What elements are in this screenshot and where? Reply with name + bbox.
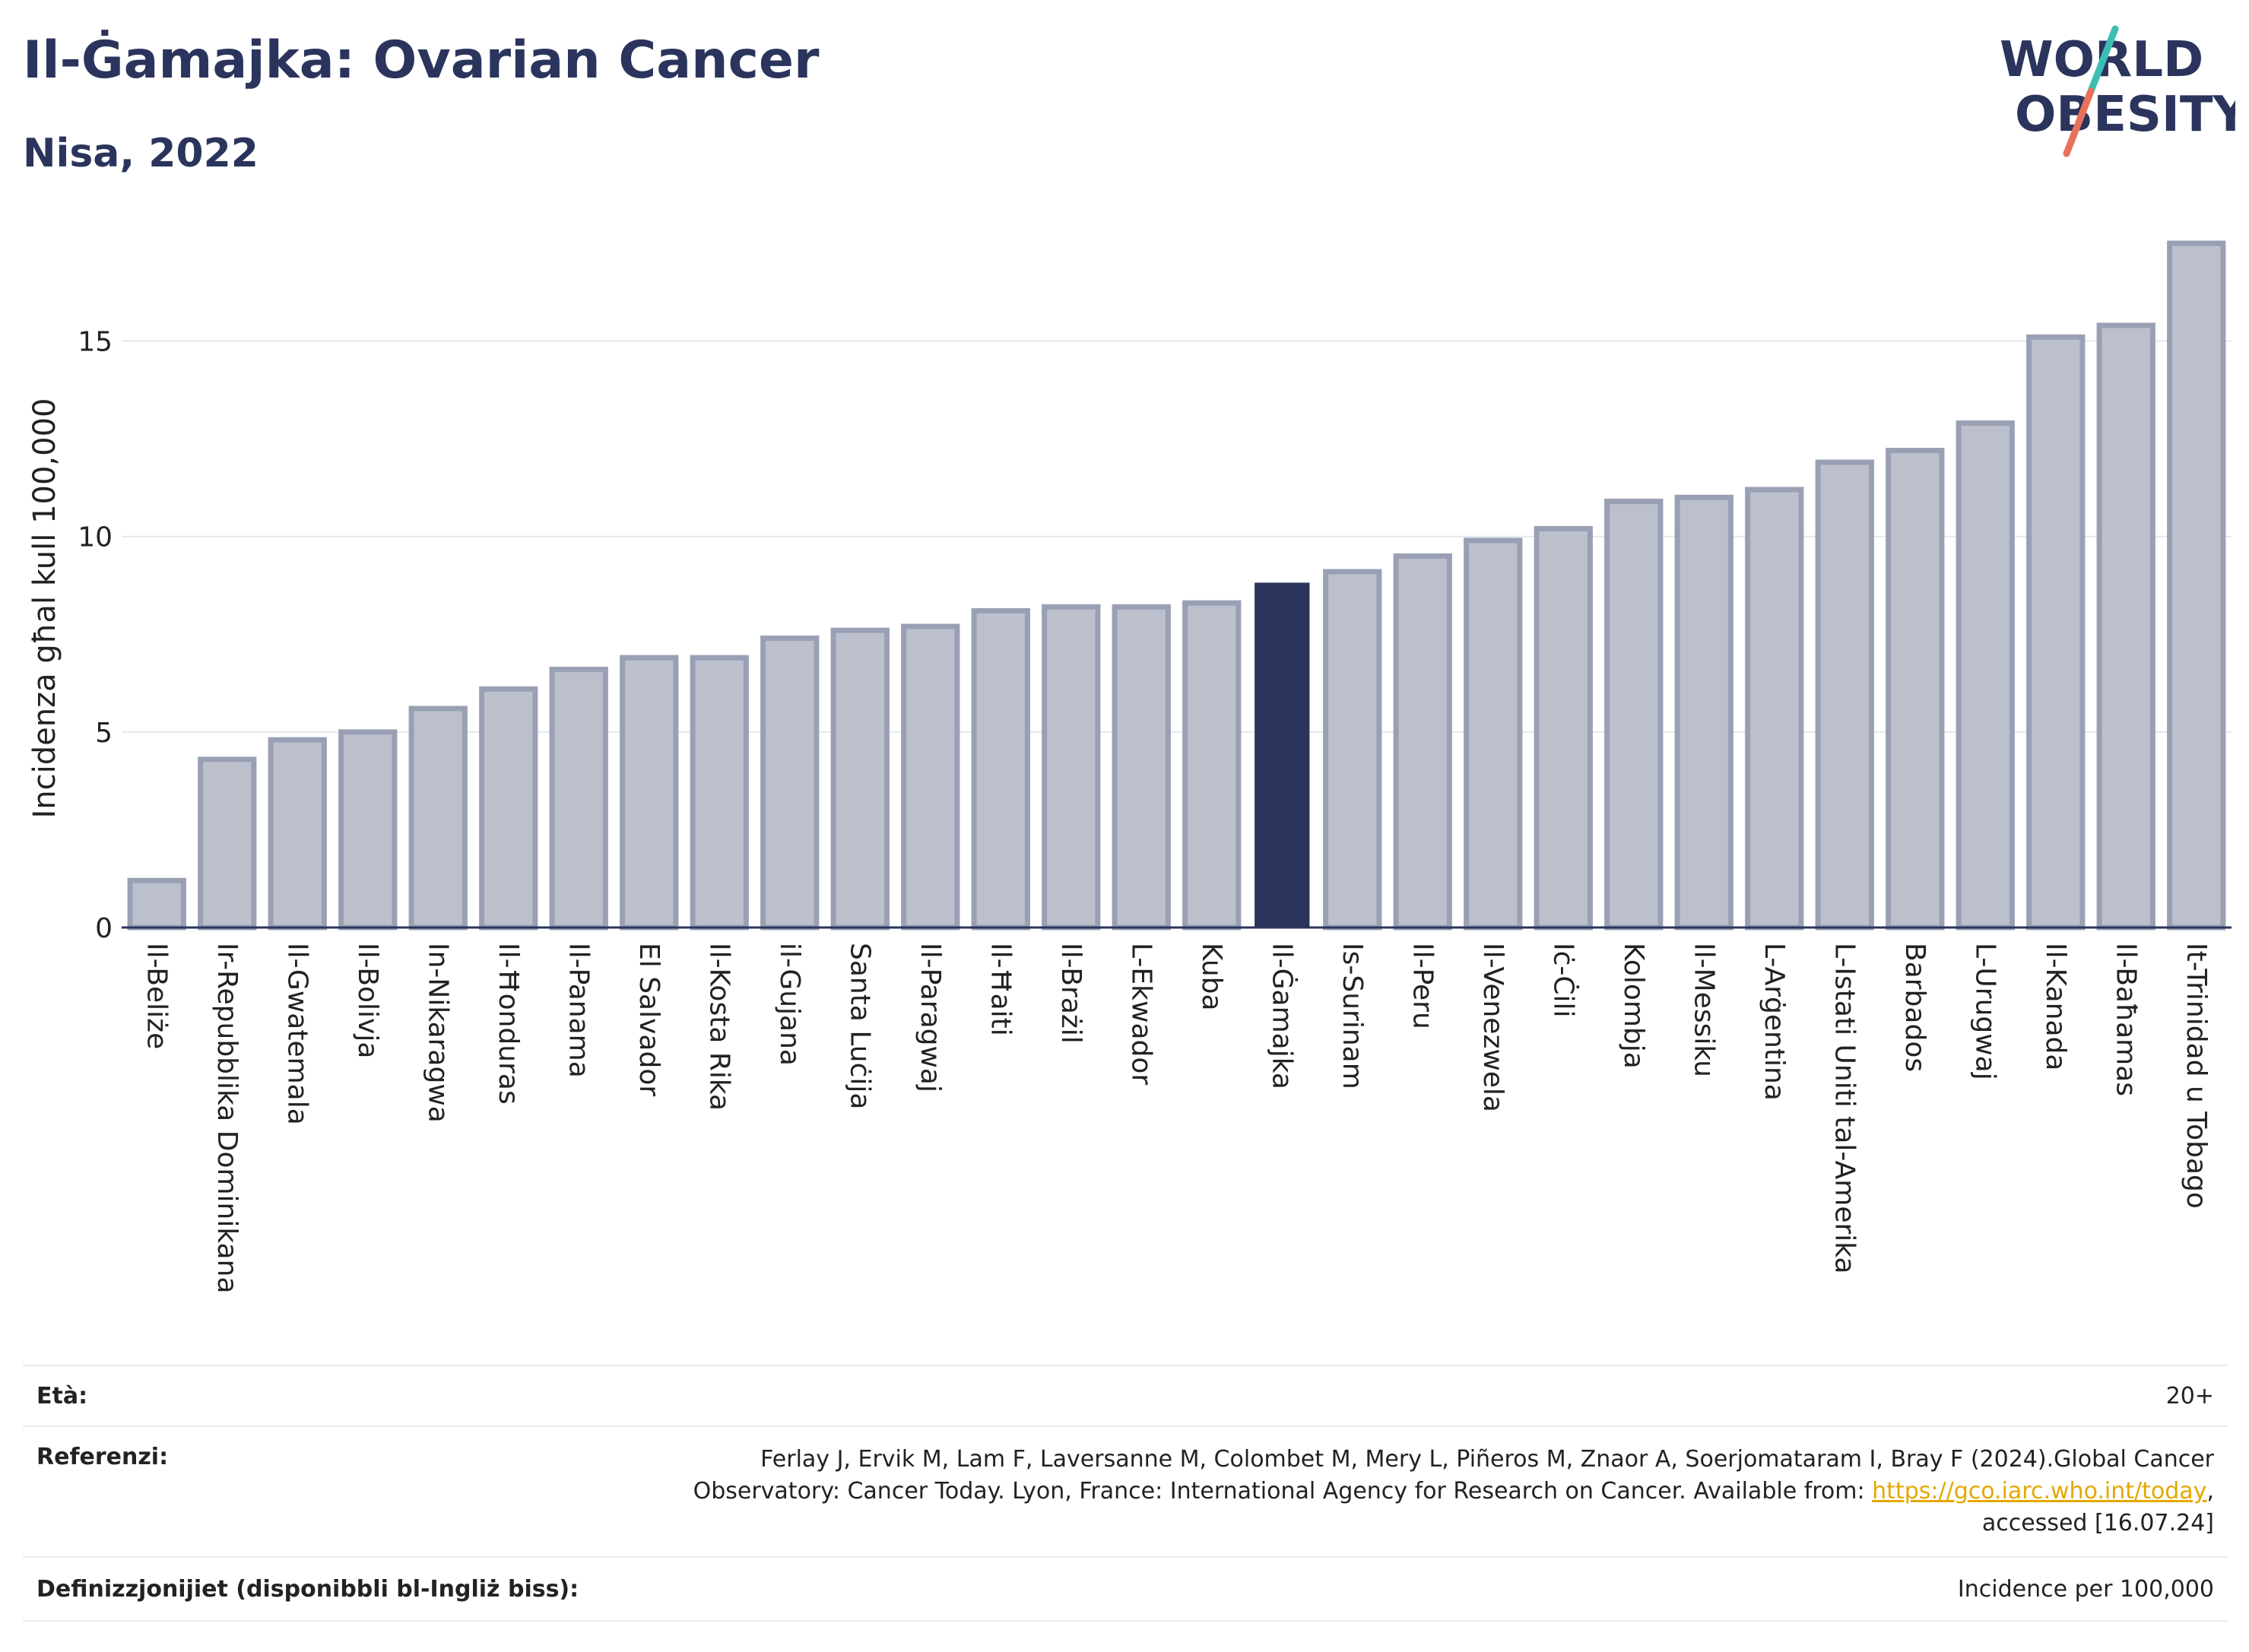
bar [1674, 494, 1734, 931]
bar [1393, 553, 1452, 931]
bar [1182, 600, 1242, 931]
bar [1112, 604, 1171, 931]
references-line-2-end: , [2206, 1478, 2214, 1505]
bar [690, 655, 749, 931]
bar [620, 655, 679, 931]
grid-lines [122, 340, 2232, 733]
x-tick-label: Ir-Repubblika Dominikana [211, 943, 243, 1294]
references-value: Ferlay J, Ervik M, Lam F, Laversanne M, … [693, 1444, 2214, 1539]
world-obesity-logo: WORLD OBESITY [2000, 25, 2235, 157]
y-tick-label: 15 [78, 327, 113, 358]
references-label: Referenzi: [36, 1444, 169, 1470]
x-tick-label: L-Istati Uniti tal-Amerika [1829, 943, 1860, 1274]
x-tick-label: Barbados [1899, 943, 1930, 1072]
x-tick-label: Il-Baħamas [2110, 943, 2141, 1096]
x-tick-label: Il-Kanada [2040, 943, 2071, 1070]
x-tick-label: Il-Gwatemala [281, 943, 312, 1125]
footer-row-age: Età: 20+ [23, 1365, 2228, 1427]
definitions-value: Incidence per 100,000 [1957, 1576, 2214, 1603]
x-tick-label: Is-Surinam [1337, 943, 1368, 1089]
references-link[interactable]: https://gco.iarc.who.int/today [1872, 1478, 2207, 1505]
bar [479, 686, 538, 931]
logo-slash-teal [2087, 25, 2119, 95]
bar [268, 737, 327, 931]
x-tick-label: Il-Ħaiti [985, 943, 1016, 1036]
bar [2167, 240, 2226, 931]
x-tick-label: Il-Ħonduras [493, 943, 524, 1105]
x-tick-label: Kuba [1196, 943, 1227, 1011]
x-tick-label: Iċ-Ċili [1547, 943, 1579, 1018]
bar [1745, 487, 1804, 931]
footer-row-references: Referenzi: Ferlay J, Ervik M, Lam F, Lav… [23, 1425, 2228, 1558]
x-tick-label: Il-Messiku [1688, 943, 1719, 1077]
bar [198, 756, 257, 931]
x-tick-label: L-Ekwador [1125, 943, 1156, 1085]
x-tick-label: il-Gujana [774, 943, 805, 1066]
references-line-1: Ferlay J, Ervik M, Lam F, Laversanne M, … [760, 1446, 2214, 1473]
bar [1815, 459, 1874, 931]
bar [1464, 537, 1523, 931]
age-value: 20+ [2165, 1383, 2214, 1409]
bar [1323, 569, 1382, 931]
x-tick-label: Santa Luċija [844, 943, 875, 1109]
bar [971, 607, 1030, 931]
footer-table: Età: 20+ Referenzi: Ferlay J, Ervik M, L… [23, 1365, 2228, 1627]
bar [408, 706, 468, 931]
y-axis-label: Incidenza għal kull 100,000 [27, 398, 62, 819]
x-tick-label: It-Trinidad u Tobago [2181, 943, 2212, 1209]
bar [549, 667, 608, 931]
x-tick-label: Il-Peru [1407, 943, 1438, 1029]
x-tick-label: Il-Bolivja [352, 943, 383, 1058]
bar [1956, 420, 2015, 931]
footer-row-definitions: Definizzjonijiet (disponibbli bl-Ingliż … [23, 1556, 2228, 1622]
x-tick-label: In-Nikaragwa [422, 943, 453, 1123]
bar [1042, 604, 1101, 931]
category-labels: Il-Beliże Ir-Repubblika Dominikana Il-Gwat… [141, 943, 2212, 1294]
x-tick-label: Il-Panama [563, 943, 594, 1078]
x-tick-label: Kolombja [1618, 943, 1649, 1069]
references-line-2-text: Observatory: Cancer Today. Lyon, France:… [693, 1478, 1873, 1505]
x-tick-label: Il-Ġamajka [1266, 943, 1298, 1089]
y-tick-label: 5 [95, 718, 113, 749]
x-tick-label: L-Arġentina [1759, 943, 1790, 1101]
references-line-3: accessed [16.07.24] [1981, 1510, 2214, 1536]
chart-title: Il-Ġamajka: Ovarian Cancer [23, 30, 820, 90]
bar [1886, 448, 1945, 931]
bar [338, 729, 398, 931]
bar [830, 627, 890, 931]
definitions-label: Definizzjonijiet (disponibbli bl-Ingliż … [36, 1576, 579, 1603]
axes: 0 5 10 15 Incidenza għal kull 100,000 [27, 327, 2232, 944]
bar [127, 877, 186, 931]
x-tick-label: Il-Beliże [141, 943, 172, 1049]
age-label: Età: [36, 1383, 88, 1409]
bar [901, 623, 960, 931]
bar-highlighted [1255, 582, 1310, 929]
bar [760, 635, 820, 931]
references-line-2: Observatory: Cancer Today. Lyon, France:… [693, 1476, 2214, 1508]
bar-chart: 0 5 10 15 Incidenza għal kull 100,000 Il-Bel… [27, 240, 2232, 1294]
bar [2026, 334, 2086, 931]
x-tick-label: Il-Kosta Rika [703, 943, 734, 1111]
bars [127, 240, 2226, 931]
bar [1604, 498, 1664, 931]
x-tick-label: El Salvador [633, 943, 665, 1096]
x-tick-label: Il-Paragwaj [915, 943, 946, 1092]
y-tick-label: 0 [95, 913, 113, 944]
x-tick-label: L-Urugwaj [1969, 943, 2000, 1080]
x-tick-label: Il-Venezwela [1477, 943, 1508, 1112]
chart-subtitle: Nisa, 2022 [23, 131, 259, 176]
bar [1534, 525, 1593, 931]
logo-slash-coral [2063, 87, 2095, 157]
x-tick-label: Il-Brażil [1055, 943, 1086, 1044]
logo-line2: OBESITY [2015, 87, 2235, 143]
bar [2096, 322, 2155, 931]
y-tick-label: 10 [78, 522, 113, 553]
